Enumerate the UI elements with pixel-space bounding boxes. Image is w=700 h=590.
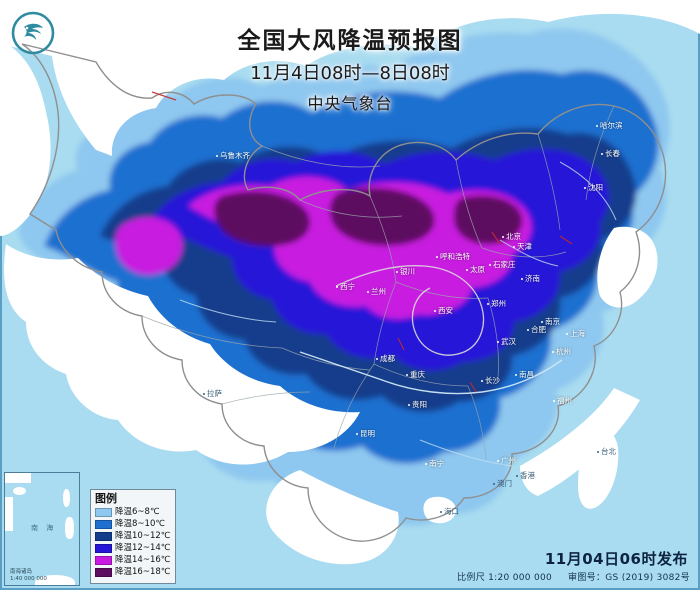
inset-land-mainland: [5, 473, 31, 483]
legend-swatch: [95, 508, 112, 518]
publish-time: 11月04日06时发布: [544, 550, 688, 568]
legend-item: 降温16~18℃: [95, 567, 171, 578]
legend-swatch: [95, 532, 112, 542]
mask-hainan: [423, 496, 456, 524]
legend-label: 降温6~8℃: [115, 507, 160, 518]
legend-panel: 图例 降温6~8℃ 降温8~10℃ 降温10~12℃ 降温12~14℃ 降温14~16℃…: [90, 489, 176, 585]
legend-label: 降温8~10℃: [115, 519, 165, 530]
legend-title: 图例: [95, 492, 117, 505]
inset-land-borneo: [35, 575, 75, 585]
legend-item: 降温10~12℃: [95, 531, 171, 542]
mask-west: [0, 40, 51, 236]
legend-swatch: [95, 520, 112, 530]
south-china-sea-inset: 南 海 南海诸岛 1:40 000 000: [4, 472, 80, 586]
mask-tibet: [4, 244, 360, 465]
legend-label: 降温10~12℃: [115, 531, 171, 542]
inset-sea-label: 南 海: [31, 524, 57, 532]
legend-label: 降温12~14℃: [115, 543, 171, 554]
inset-land-hainan: [13, 487, 26, 495]
mask-korea: [597, 226, 658, 308]
inset-land-taiwan: [63, 489, 70, 507]
legend-swatch: [95, 556, 112, 566]
legend-rows: 降温6~8℃ 降温8~10℃ 降温10~12℃ 降温12~14℃ 降温14~16℃ 降温1…: [95, 507, 171, 578]
inset-scale: 南海诸岛 1:40 000 000: [10, 569, 47, 583]
inset-scale-value: 1:40 000 000: [10, 576, 47, 583]
inset-scale-note: 南海诸岛: [10, 569, 33, 576]
legend-label: 降温14~16℃: [115, 555, 171, 566]
cma-dragon-logo: [10, 10, 56, 56]
footer-meta: 比例尺 1:20 000 000 审图号：GS (2019) 3082号: [457, 570, 690, 583]
legend-item: 降温14~16℃: [95, 555, 171, 566]
legend-swatch: [95, 568, 112, 578]
map-approval: 审图号：GS (2019) 3082号: [568, 573, 690, 583]
mask-north: [0, 0, 700, 156]
legend-item: 降温12~14℃: [95, 543, 171, 554]
inset-land-indochina: [5, 497, 13, 531]
legend-item: 降温6~8℃: [95, 507, 171, 518]
legend-item: 降温8~10℃: [95, 519, 171, 530]
legend-swatch: [95, 544, 112, 554]
mask-southwest: [266, 470, 399, 565]
inset-land-philippines: [65, 517, 74, 539]
map-scale: 比例尺 1:20 000 000: [457, 573, 553, 583]
legend-label: 降温16~18℃: [115, 567, 171, 578]
